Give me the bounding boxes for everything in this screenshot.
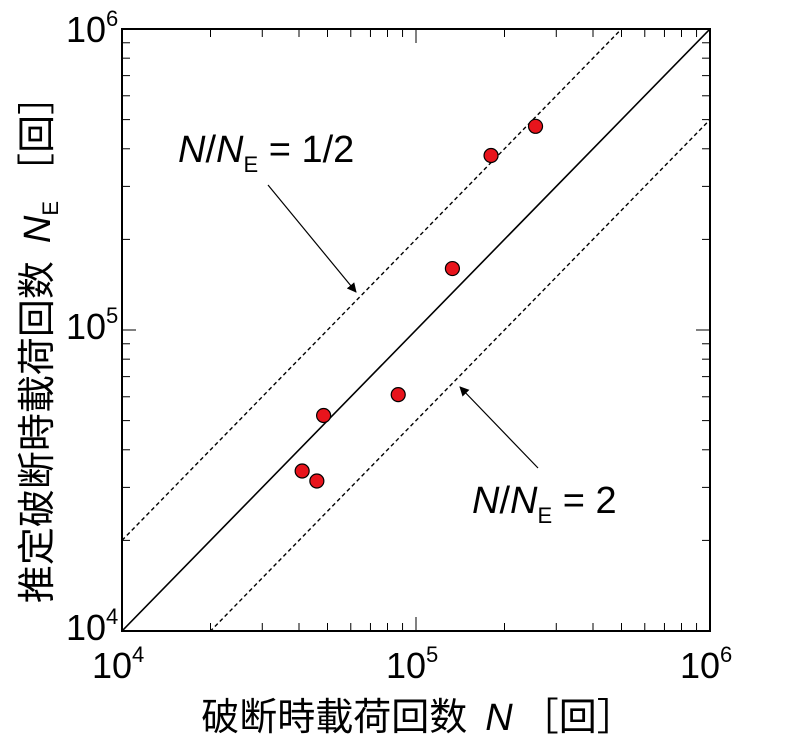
- data-point-6: [483, 147, 499, 164]
- data-point-5: [444, 260, 461, 277]
- reference-line-ratio-0_5: [122, 29, 623, 541]
- y-tick-label-1e4: 104: [66, 604, 118, 648]
- x-axis-label: 破断時載荷回数 N ［回］: [201, 695, 634, 739]
- y-axis-label: 推定破断時載荷回数NE［回］: [15, 77, 63, 603]
- data-point-2: [309, 473, 325, 489]
- reference-line-ratio-2: [209, 119, 710, 631]
- reference-lines: [122, 29, 710, 631]
- data-point-7: [527, 118, 544, 134]
- y-tick-label-1e5: 105: [66, 303, 118, 347]
- x-tick-label-1e6: 106: [680, 642, 732, 686]
- plot-frame: [121, 28, 711, 632]
- annotation-half: N/NE = 1/2: [178, 129, 354, 177]
- data-point-1: [294, 463, 310, 479]
- x-tick-label-1e5: 105: [386, 642, 438, 686]
- minor-ticks: [122, 29, 710, 631]
- y-tick-label-1e6: 106: [66, 6, 118, 50]
- data-points: [294, 118, 544, 489]
- reference-line-ratio-1: [122, 29, 710, 631]
- x-tick-label-1e4: 104: [92, 642, 144, 686]
- annotation-half-arrow: [267, 184, 357, 293]
- annotation-two-arrow: [459, 386, 539, 469]
- data-point-3: [316, 407, 332, 424]
- annotation-two: N/NE = 2: [472, 480, 617, 528]
- data-point-4: [390, 387, 406, 403]
